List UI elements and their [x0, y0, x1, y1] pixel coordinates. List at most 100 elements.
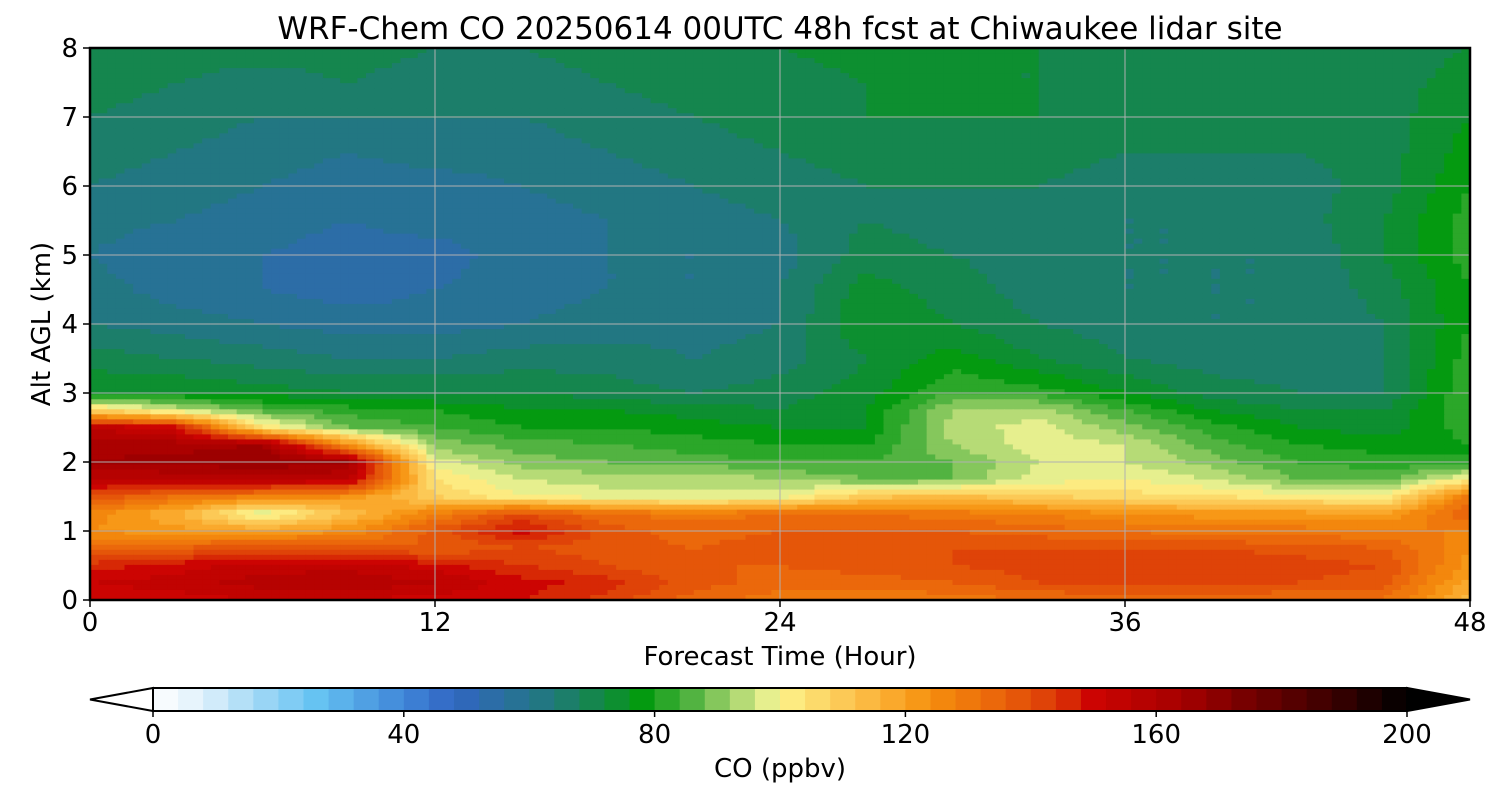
heatmap-cell [1116, 153, 1126, 159]
heatmap-cell [952, 153, 962, 159]
heatmap-cell [754, 88, 764, 94]
heatmap-cell [133, 73, 143, 79]
heatmap-cell [883, 198, 893, 205]
heatmap-cell [271, 118, 281, 124]
heatmap-cell [357, 78, 367, 84]
heatmap-cell [693, 133, 703, 139]
heatmap-cell [417, 188, 427, 195]
heatmap-cell [262, 143, 272, 149]
heatmap-cell [555, 118, 565, 124]
heatmap-cell [435, 158, 445, 165]
heatmap-cell [935, 53, 945, 59]
heatmap-cell [892, 128, 902, 134]
heatmap-cell [314, 173, 324, 180]
heatmap-cell [512, 123, 522, 129]
heatmap-cell [314, 138, 324, 144]
heatmap-cell [374, 178, 384, 185]
heatmap-cell [1107, 98, 1117, 104]
heatmap-cell [443, 63, 453, 69]
heatmap-cell [952, 58, 962, 64]
heatmap-cell [685, 153, 695, 159]
heatmap-cell [1409, 128, 1419, 134]
heatmap-cell [728, 168, 738, 175]
heatmap-cell [1340, 173, 1350, 180]
heatmap-cell [305, 113, 315, 119]
heatmap-cell [650, 58, 660, 64]
heatmap-cell [1228, 78, 1238, 84]
heatmap-cell [1366, 63, 1376, 69]
heatmap-cell [900, 123, 910, 129]
heatmap-cell [892, 118, 902, 124]
heatmap-cell [141, 143, 151, 149]
heatmap-cell [1107, 148, 1117, 154]
heatmap-cell [1314, 133, 1324, 139]
heatmap-cell [417, 198, 427, 205]
heatmap-cell [1107, 188, 1117, 195]
heatmap-cell [133, 68, 143, 74]
heatmap-cell [969, 138, 979, 144]
heatmap-cell [788, 103, 798, 109]
heatmap-cell [926, 198, 936, 205]
heatmap-cell [814, 193, 824, 200]
heatmap-cell [202, 78, 212, 84]
heatmap-cell [176, 158, 186, 165]
heatmap-cell [1185, 198, 1195, 205]
heatmap-cell [736, 88, 747, 94]
heatmap-cell [452, 78, 462, 84]
heatmap-cell [210, 93, 220, 99]
heatmap-cell [1142, 143, 1152, 149]
heatmap-cell [1254, 193, 1264, 200]
heatmap-cell [521, 73, 531, 79]
heatmap-cell [366, 163, 376, 170]
heatmap-cell [1004, 148, 1014, 154]
heatmap-cell [762, 153, 772, 159]
heatmap-cell [935, 48, 945, 54]
heatmap-cell [322, 188, 333, 195]
heatmap-cell [133, 63, 143, 69]
heatmap-cell [219, 193, 229, 200]
heatmap-cell [409, 98, 419, 104]
heatmap-cell [478, 148, 488, 154]
heatmap-cell [676, 123, 686, 129]
heatmap-cell [400, 143, 410, 149]
heatmap-cell [659, 163, 669, 170]
heatmap-cell [1409, 163, 1419, 170]
heatmap-cell [314, 78, 324, 84]
heatmap-cell [555, 63, 565, 69]
heatmap-cell [1150, 143, 1161, 149]
heatmap-cell [1323, 118, 1333, 124]
heatmap-cell [426, 198, 436, 205]
heatmap-cell [262, 108, 272, 114]
heatmap-cell [909, 108, 919, 114]
heatmap-cell [288, 188, 298, 195]
heatmap-cell [1271, 178, 1281, 185]
heatmap-cell [1073, 78, 1083, 84]
heatmap-cell [1297, 133, 1307, 139]
heatmap-cell [685, 93, 695, 99]
heatmap-cell [1444, 173, 1454, 180]
heatmap-cell [952, 178, 962, 185]
heatmap-cell [762, 133, 772, 139]
heatmap-cell [409, 63, 419, 69]
heatmap-cell [1081, 123, 1092, 129]
heatmap-cell [1340, 103, 1350, 109]
heatmap-cell [176, 78, 186, 84]
heatmap-cell [98, 163, 108, 170]
heatmap-cell [926, 108, 936, 114]
heatmap-cell [1254, 103, 1264, 109]
heatmap-cell [1418, 113, 1428, 119]
heatmap-cell [598, 103, 609, 109]
heatmap-cell [1030, 138, 1040, 144]
heatmap-cell [322, 113, 333, 119]
heatmap-cell [633, 48, 643, 54]
heatmap-cell [840, 158, 850, 165]
heatmap-cell [512, 93, 522, 99]
heatmap-cell [1452, 113, 1462, 119]
heatmap-cell [1064, 48, 1074, 54]
heatmap-cell [417, 158, 427, 165]
heatmap-cell [1237, 153, 1247, 159]
heatmap-cell [1245, 73, 1255, 79]
heatmap-cell [176, 198, 186, 205]
heatmap-cell [642, 113, 652, 119]
heatmap-cell [348, 143, 358, 149]
